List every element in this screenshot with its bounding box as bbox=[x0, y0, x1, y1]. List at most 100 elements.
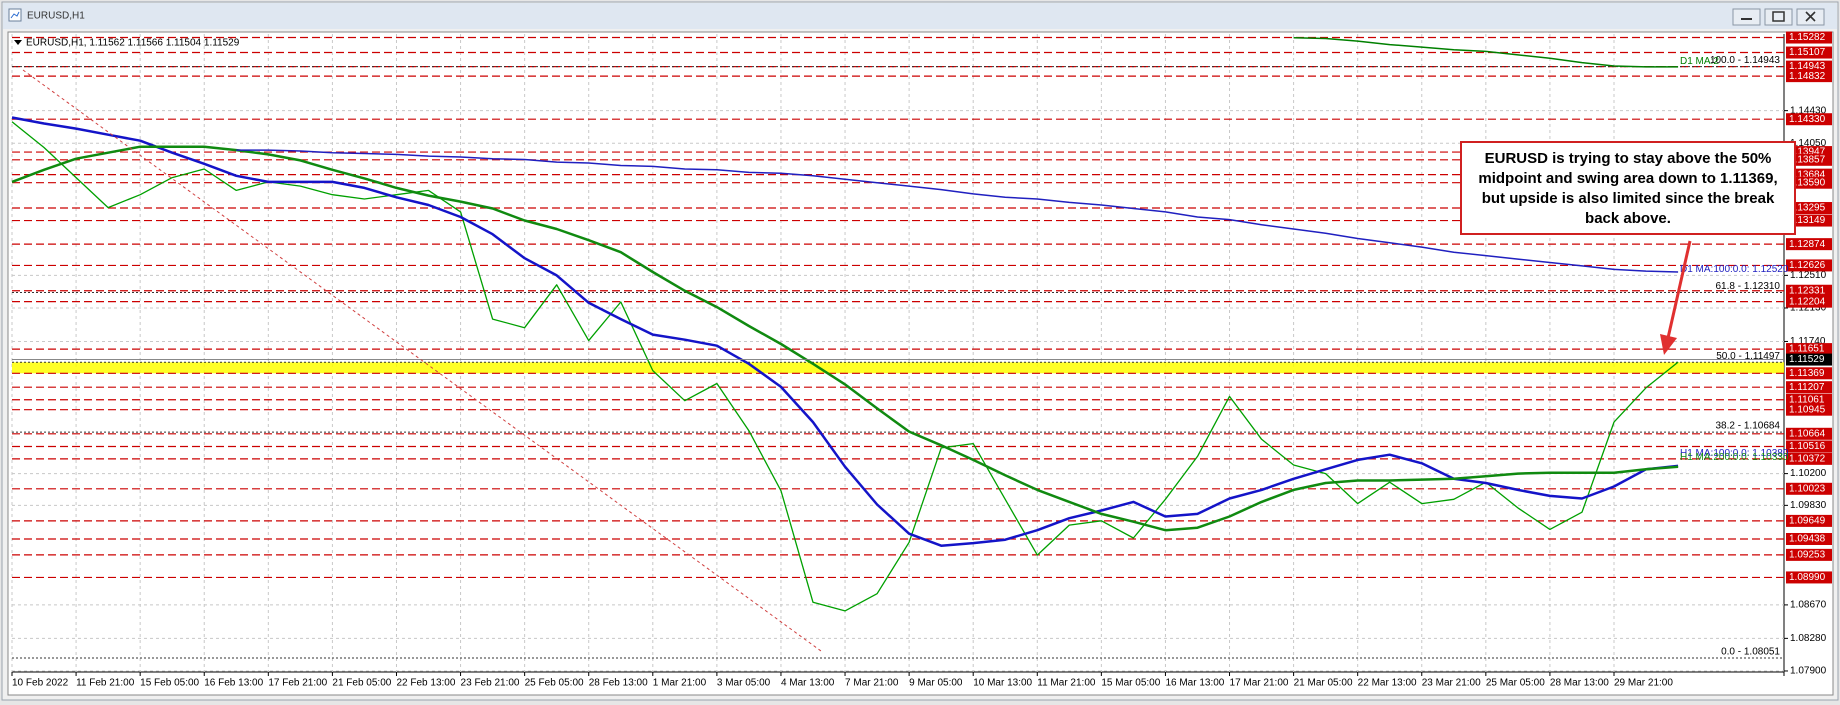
level-label: 1.11061 bbox=[1789, 394, 1825, 405]
level-label-bg bbox=[1786, 548, 1832, 561]
chart-header: EURUSD,H1, 1.11562 1.11566 1.11504 1.115… bbox=[26, 38, 240, 49]
annotation-arrow-head bbox=[1660, 334, 1677, 355]
level-label: 1.14832 bbox=[1789, 71, 1826, 82]
level-label-bg bbox=[1786, 343, 1832, 356]
level-label: 1.14943 bbox=[1789, 61, 1826, 72]
front-layer: 1.14430 1.14050 1.12510 1.12130 1.11740 1.102… bbox=[12, 31, 1832, 689]
level-label: 1.12874 bbox=[1789, 239, 1826, 250]
level-label: 1.10516 bbox=[1789, 441, 1826, 452]
level-label: 1.12204 bbox=[1789, 296, 1826, 307]
series-line bbox=[11, 145, 1679, 532]
x-tick-label: 25 Mar 05:00 bbox=[1486, 678, 1545, 689]
level-label: 1.12331 bbox=[1789, 285, 1826, 296]
fib-label: 50.0 - 1.11497 bbox=[1716, 351, 1780, 362]
title-bar bbox=[3, 3, 1837, 29]
level-label-bg bbox=[1786, 440, 1832, 453]
y-tick-label: 1.14050 bbox=[1790, 138, 1827, 149]
header-triangle bbox=[14, 40, 22, 45]
level-label-bg bbox=[1786, 113, 1832, 126]
x-tick-label: 15 Feb 05:00 bbox=[140, 678, 199, 689]
series-line bbox=[1293, 36, 1679, 68]
level-label: 1.13149 bbox=[1789, 215, 1826, 226]
level-label-bg bbox=[1786, 295, 1832, 308]
y-tick-label: 1.09830 bbox=[1790, 500, 1827, 511]
y-tick-label: 1.08670 bbox=[1790, 600, 1827, 611]
level-label-bg bbox=[1786, 259, 1832, 272]
level-label-bg bbox=[1786, 571, 1832, 584]
window-icon-glyph bbox=[10, 11, 20, 19]
level-label: 1.10023 bbox=[1789, 483, 1826, 494]
series-line bbox=[236, 149, 1679, 273]
level-label-bg bbox=[1786, 393, 1832, 406]
y-tick-label: 1.08280 bbox=[1790, 633, 1827, 644]
x-tick-label: 9 Mar 05:00 bbox=[909, 678, 963, 689]
level-label-bg bbox=[1786, 452, 1832, 465]
x-tick-label: 17 Mar 21:00 bbox=[1230, 678, 1289, 689]
fib-label: 100.0 - 1.14943 bbox=[1710, 55, 1780, 66]
level-label-bg bbox=[1786, 214, 1832, 227]
level-label: 1.09253 bbox=[1789, 550, 1826, 561]
level-label: 1.09438 bbox=[1789, 534, 1826, 545]
series-line bbox=[11, 116, 1679, 547]
fibonacci-trendline bbox=[22, 69, 822, 652]
level-label-bg bbox=[1786, 238, 1832, 251]
level-label: 1.13857 bbox=[1789, 154, 1826, 165]
y-tick-label: 1.07900 bbox=[1790, 666, 1827, 677]
x-tick-label: 29 Mar 21:00 bbox=[1614, 678, 1673, 689]
x-tick-label: 22 Feb 13:00 bbox=[396, 678, 455, 689]
x-tick-label: 22 Mar 13:00 bbox=[1358, 678, 1417, 689]
level-label-bg bbox=[1786, 427, 1832, 440]
back-layer bbox=[11, 34, 1788, 676]
ma-label: D1 MA:2 bbox=[1680, 56, 1719, 67]
x-tick-label: 23 Mar 21:00 bbox=[1422, 678, 1481, 689]
level-label-bg bbox=[1786, 176, 1832, 189]
x-tick-label: 28 Mar 13:00 bbox=[1550, 678, 1609, 689]
level-label: 1.10372 bbox=[1789, 453, 1826, 464]
y-tick-label: 1.12130 bbox=[1790, 303, 1827, 314]
y-tick-label: 1.10200 bbox=[1790, 468, 1827, 479]
level-label-bg bbox=[1786, 367, 1832, 380]
level-label: 1.11651 bbox=[1789, 344, 1825, 355]
level-label: 1.12626 bbox=[1789, 260, 1826, 271]
level-label: 1.13295 bbox=[1789, 203, 1826, 214]
level-label: 1.11207 bbox=[1789, 382, 1825, 393]
x-tick-label: 1 Mar 21:00 bbox=[653, 678, 707, 689]
level-label-bg bbox=[1786, 153, 1832, 166]
x-tick-label: 11 Feb 21:00 bbox=[76, 678, 135, 689]
x-tick-label: 16 Feb 13:00 bbox=[204, 678, 263, 689]
annotation-box: EURUSD is trying to stay above the 50% m… bbox=[1460, 141, 1796, 235]
level-label: 1.13947 bbox=[1789, 147, 1826, 158]
ma-label: D1 MA:100:0.0: 1.12520 bbox=[1680, 264, 1789, 275]
level-label: 1.13684 bbox=[1789, 169, 1826, 180]
x-tick-label: 21 Mar 05:00 bbox=[1294, 678, 1353, 689]
level-label-bg bbox=[1786, 70, 1832, 83]
level-label: 1.15282 bbox=[1789, 32, 1826, 43]
y-tick-label: 1.14430 bbox=[1790, 105, 1827, 116]
y-tick-label: 1.12510 bbox=[1790, 270, 1827, 281]
level-label: 1.13590 bbox=[1789, 177, 1826, 188]
y-tick-label: 1.11740 bbox=[1790, 336, 1826, 347]
level-label-bg bbox=[1786, 284, 1832, 297]
x-tick-label: 16 Mar 13:00 bbox=[1165, 678, 1224, 689]
level-label: 1.10664 bbox=[1789, 428, 1826, 439]
x-tick-label: 17 Feb 21:00 bbox=[268, 678, 327, 689]
level-label: 1.09649 bbox=[1789, 516, 1826, 527]
level-label-bg bbox=[1786, 482, 1832, 495]
level-label: 1.10945 bbox=[1789, 404, 1826, 415]
highlight-band bbox=[12, 362, 1784, 374]
minimize-button[interactable] bbox=[1732, 8, 1761, 26]
level-label-bg bbox=[1786, 46, 1832, 59]
window-title: EURUSD,H1 bbox=[27, 11, 85, 22]
current-price-label: 1.11529 bbox=[1789, 354, 1825, 365]
x-tick-label: 10 Mar 13:00 bbox=[973, 678, 1032, 689]
maximize-icon bbox=[1772, 11, 1785, 22]
level-label-bg bbox=[1786, 202, 1832, 215]
x-tick-label: 11 Mar 21:00 bbox=[1037, 678, 1096, 689]
level-label: 1.15107 bbox=[1789, 47, 1826, 58]
level-label: 1.14330 bbox=[1789, 114, 1826, 125]
x-tick-label: 3 Mar 05:00 bbox=[717, 678, 771, 689]
maximize-button[interactable] bbox=[1764, 8, 1793, 26]
fib-label: 61.8 - 1.12310 bbox=[1716, 281, 1781, 292]
